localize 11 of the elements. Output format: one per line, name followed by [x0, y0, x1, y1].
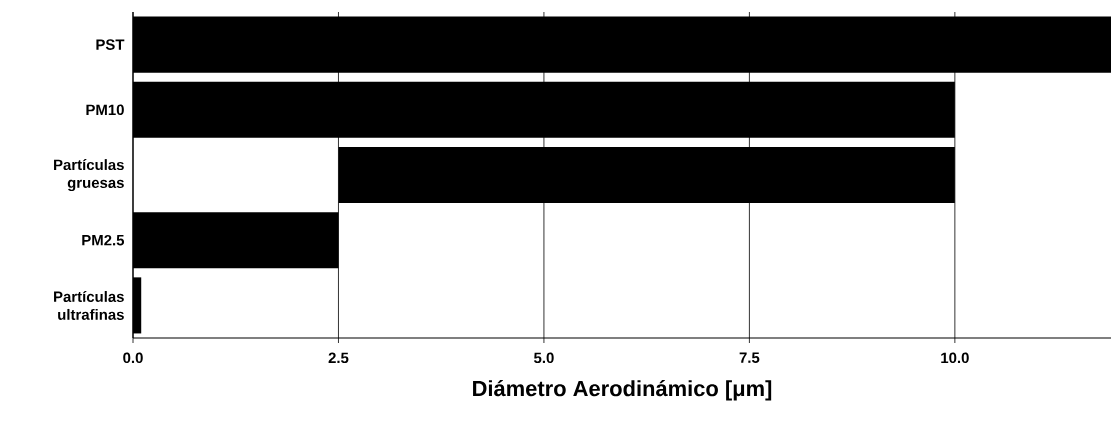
y-tick-label: Partículas ultrafinas — [54, 290, 124, 320]
x-tick-label: 0.0 — [123, 352, 143, 364]
x-tick-label: 2.5 — [328, 352, 349, 364]
y-tick-label: PST — [96, 39, 125, 50]
x-tick-label: 7.5 — [739, 352, 760, 363]
x-tick-label: 5.0 — [534, 352, 554, 364]
y-tick-label: Partículas gruesas — [54, 158, 124, 192]
y-tick-label: PM2.5 — [82, 234, 125, 246]
x-tick-label: 10.0 — [941, 352, 969, 364]
x-axis-title: Diámetro Aerodinámico [μm] — [473, 379, 772, 401]
y-tick-label: PM10 — [86, 104, 124, 116]
